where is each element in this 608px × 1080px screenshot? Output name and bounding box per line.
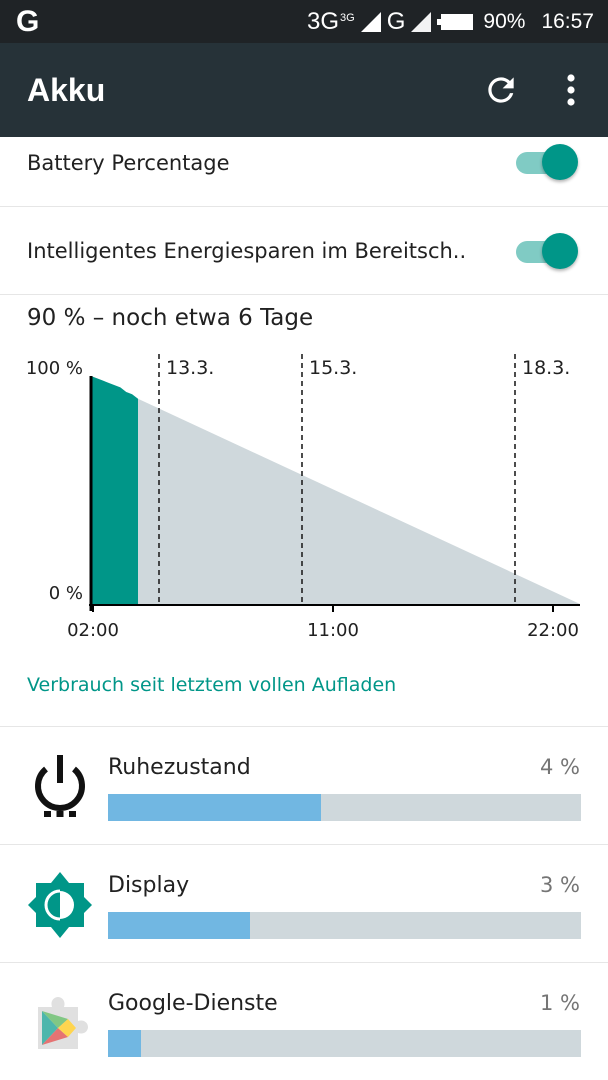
usage-since-full-charge-link[interactable]: Verbrauch seit letztem vollen Aufladen xyxy=(27,674,397,696)
smart-power-saving-switch[interactable] xyxy=(516,233,578,269)
status-icons: 3G 3G G 90% 16:57 xyxy=(307,0,594,43)
signal-strength-icon xyxy=(360,11,381,32)
usage-bar-fill xyxy=(108,794,321,821)
clock: 16:57 xyxy=(541,9,594,33)
network-3g-superscript: 3G xyxy=(340,11,355,24)
divider xyxy=(0,962,608,963)
more-vert-icon xyxy=(567,74,575,106)
battery-percent: 90% xyxy=(483,9,526,33)
date-marker-label: 13.3. xyxy=(166,357,214,379)
battery-chart-title: 90 % – noch etwa 6 Tage xyxy=(27,305,314,331)
divider xyxy=(0,844,608,845)
y-tick-label: 100 % xyxy=(26,358,83,379)
battery-icon xyxy=(437,13,474,30)
usage-bar-fill xyxy=(108,1030,142,1057)
refresh-icon xyxy=(488,77,514,103)
x-tick-label: 02:00 xyxy=(67,620,119,641)
usage-bar xyxy=(108,1030,581,1057)
divider xyxy=(0,726,608,727)
brightness-icon xyxy=(28,872,92,938)
usage-item-name: Ruhezustand xyxy=(108,755,251,780)
usage-item-google-dienste[interactable]: Google-Dienste 1 % xyxy=(0,963,608,1080)
refresh-button[interactable] xyxy=(482,71,520,109)
battery-percentage-switch[interactable] xyxy=(516,144,578,180)
switch-thumb xyxy=(542,144,578,180)
x-tick-label: 22:00 xyxy=(527,620,579,641)
network-3g-label: 3G xyxy=(307,7,340,35)
usage-item-percent: 4 % xyxy=(540,755,580,779)
battery-chart: 13.3. 15.3. 18.3. 100 % 0 % 02:00 11:00 22:00 xyxy=(26,354,580,641)
google-play-services-icon xyxy=(38,997,88,1049)
battery-history-area xyxy=(91,376,138,604)
usage-bar xyxy=(108,912,581,939)
y-tick-label: 0 % xyxy=(49,583,83,604)
setting-label: Intelligentes Energiesparen im Bereitsch… xyxy=(27,239,467,263)
x-tick-label: 11:00 xyxy=(307,620,359,641)
usage-item-name: Google-Dienste xyxy=(108,991,278,1016)
status-bar: G 3G 3G G 90% 16:57 xyxy=(0,0,608,43)
usage-item-percent: 3 % xyxy=(540,873,580,897)
setting-smart-power-saving[interactable]: Intelligentes Energiesparen im Bereitsch… xyxy=(0,207,608,295)
usage-bar xyxy=(108,794,581,821)
switch-thumb xyxy=(542,233,578,269)
more-options-button[interactable] xyxy=(556,71,586,109)
page-title: Akku xyxy=(27,72,106,108)
usage-item-name: Display xyxy=(108,873,190,898)
date-marker-label: 18.3. xyxy=(522,357,570,379)
usage-item-percent: 1 % xyxy=(540,991,580,1015)
network-3g-indicator: 3G 3G xyxy=(307,8,355,36)
date-marker-label: 15.3. xyxy=(309,357,357,379)
power-standby-icon xyxy=(35,755,85,817)
app-bar: Akku xyxy=(0,43,608,137)
battery-projection-area xyxy=(138,398,580,604)
usage-bar-fill xyxy=(108,912,250,939)
usage-item-ruhezustand[interactable]: Ruhezustand 4 % xyxy=(0,727,608,845)
setting-battery-percentage[interactable]: Battery Percentage xyxy=(0,137,608,207)
signal-strength-icon-2 xyxy=(411,11,432,32)
network-g-label: G xyxy=(386,7,406,35)
google-g-icon: G xyxy=(16,5,40,38)
usage-item-display[interactable]: Display 3 % xyxy=(0,845,608,963)
setting-label: Battery Percentage xyxy=(27,151,230,175)
